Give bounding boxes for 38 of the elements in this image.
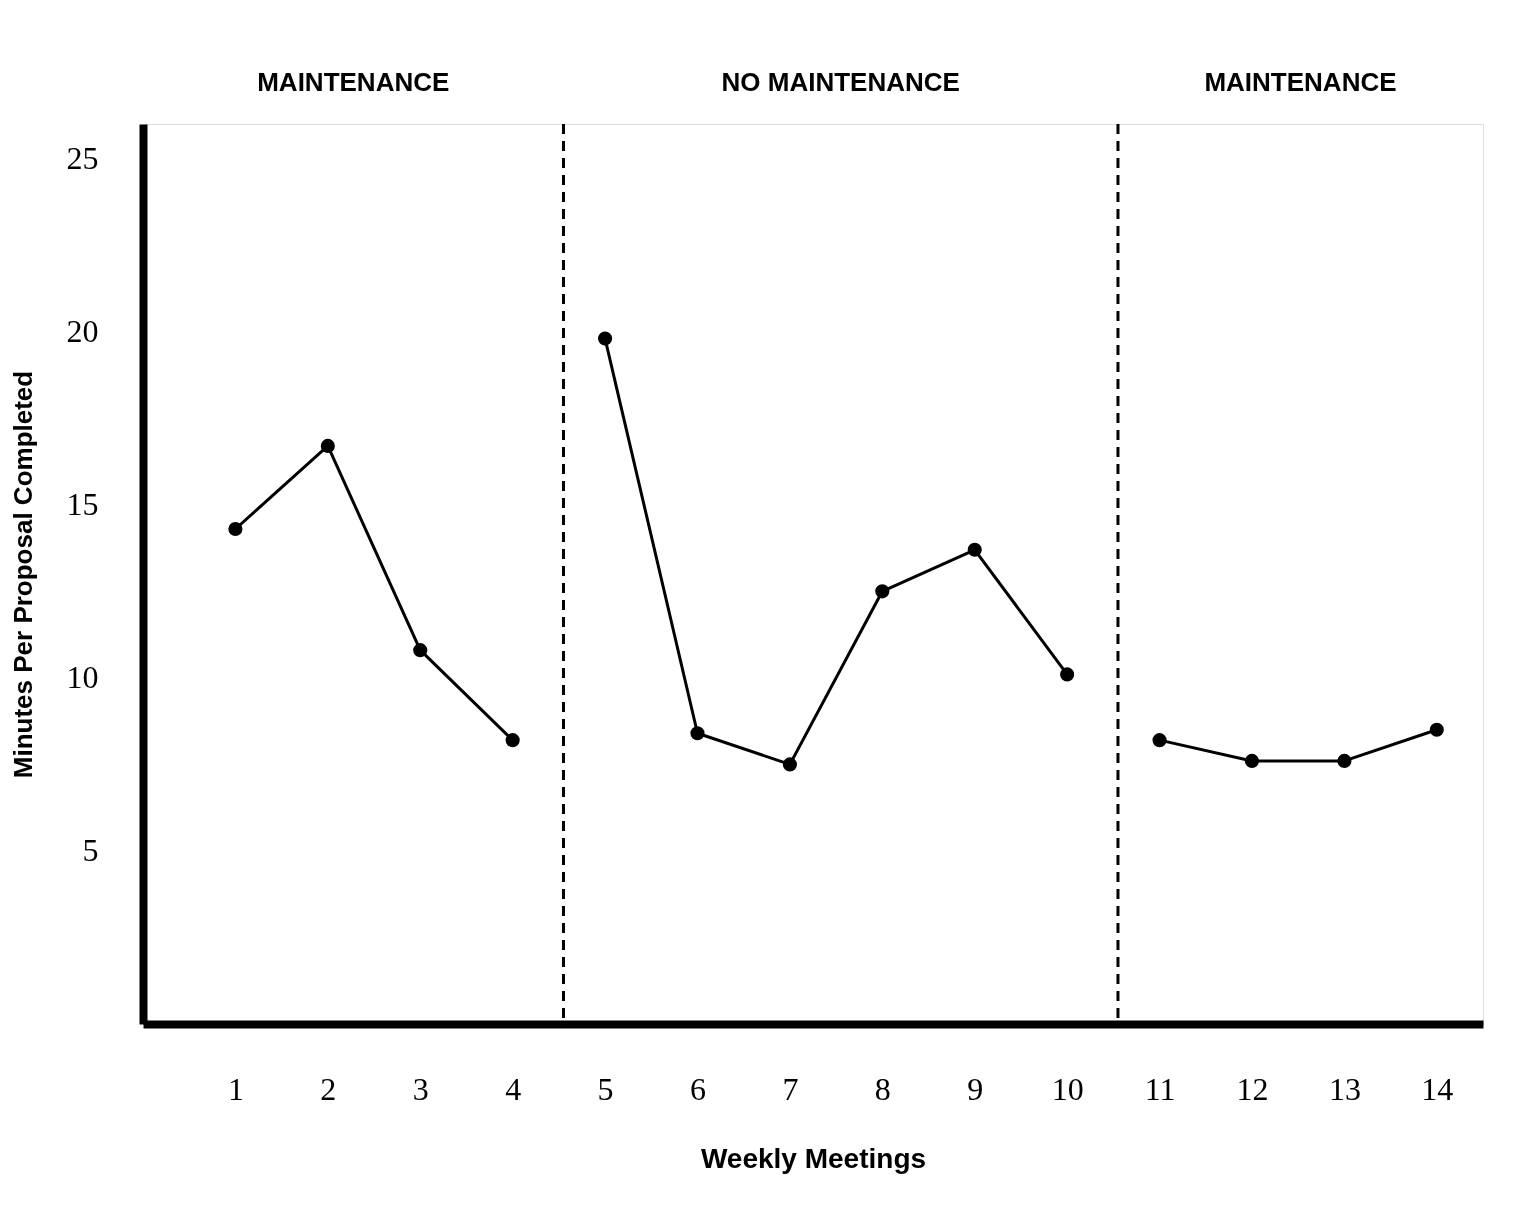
x-tick-label: 11 bbox=[1144, 1070, 1176, 1107]
x-tick-label: 6 bbox=[689, 1070, 706, 1107]
point bbox=[598, 331, 613, 346]
point bbox=[690, 726, 705, 741]
point bbox=[1152, 733, 1167, 748]
x-axis-title: Weekly Meetings bbox=[700, 1142, 927, 1174]
x-tick-label: 12 bbox=[1236, 1070, 1269, 1107]
x-tick-label: 14 bbox=[1421, 1070, 1454, 1107]
y-axis-title: Minutes Per Proposal Completed bbox=[7, 370, 38, 779]
y-tick-label: 5 bbox=[82, 832, 99, 869]
point bbox=[1060, 667, 1075, 682]
point bbox=[875, 584, 890, 599]
y-tick-label: 20 bbox=[66, 313, 99, 350]
point bbox=[228, 521, 243, 537]
point bbox=[413, 643, 428, 658]
y-tick-label: 10 bbox=[66, 659, 99, 696]
x-tick-label: 9 bbox=[967, 1070, 984, 1107]
x-tick-label: 1 bbox=[227, 1070, 244, 1107]
point bbox=[782, 757, 797, 772]
x-tick-label: 5 bbox=[597, 1070, 614, 1107]
point bbox=[1244, 753, 1260, 768]
x-tick-label: 3 bbox=[412, 1070, 429, 1107]
x-tick-label: 7 bbox=[782, 1070, 799, 1107]
x-tick-label: 2 bbox=[320, 1070, 337, 1107]
x-tick-label: 10 bbox=[1051, 1070, 1084, 1107]
point bbox=[320, 438, 335, 453]
point bbox=[1429, 722, 1444, 737]
text: NO MAINTENANCE bbox=[721, 67, 960, 97]
x-tick-label: 13 bbox=[1328, 1070, 1361, 1107]
x-tick-label: 8 bbox=[874, 1070, 891, 1107]
point bbox=[1337, 753, 1352, 768]
x-tick-label: 4 bbox=[505, 1070, 522, 1107]
text: MAINTENANCE bbox=[257, 67, 450, 97]
y-tick-label: 15 bbox=[66, 486, 99, 523]
point bbox=[505, 733, 520, 748]
text: MAINTENANCE bbox=[1204, 67, 1397, 97]
point bbox=[967, 542, 982, 557]
y-tick-label: 25 bbox=[66, 140, 99, 177]
